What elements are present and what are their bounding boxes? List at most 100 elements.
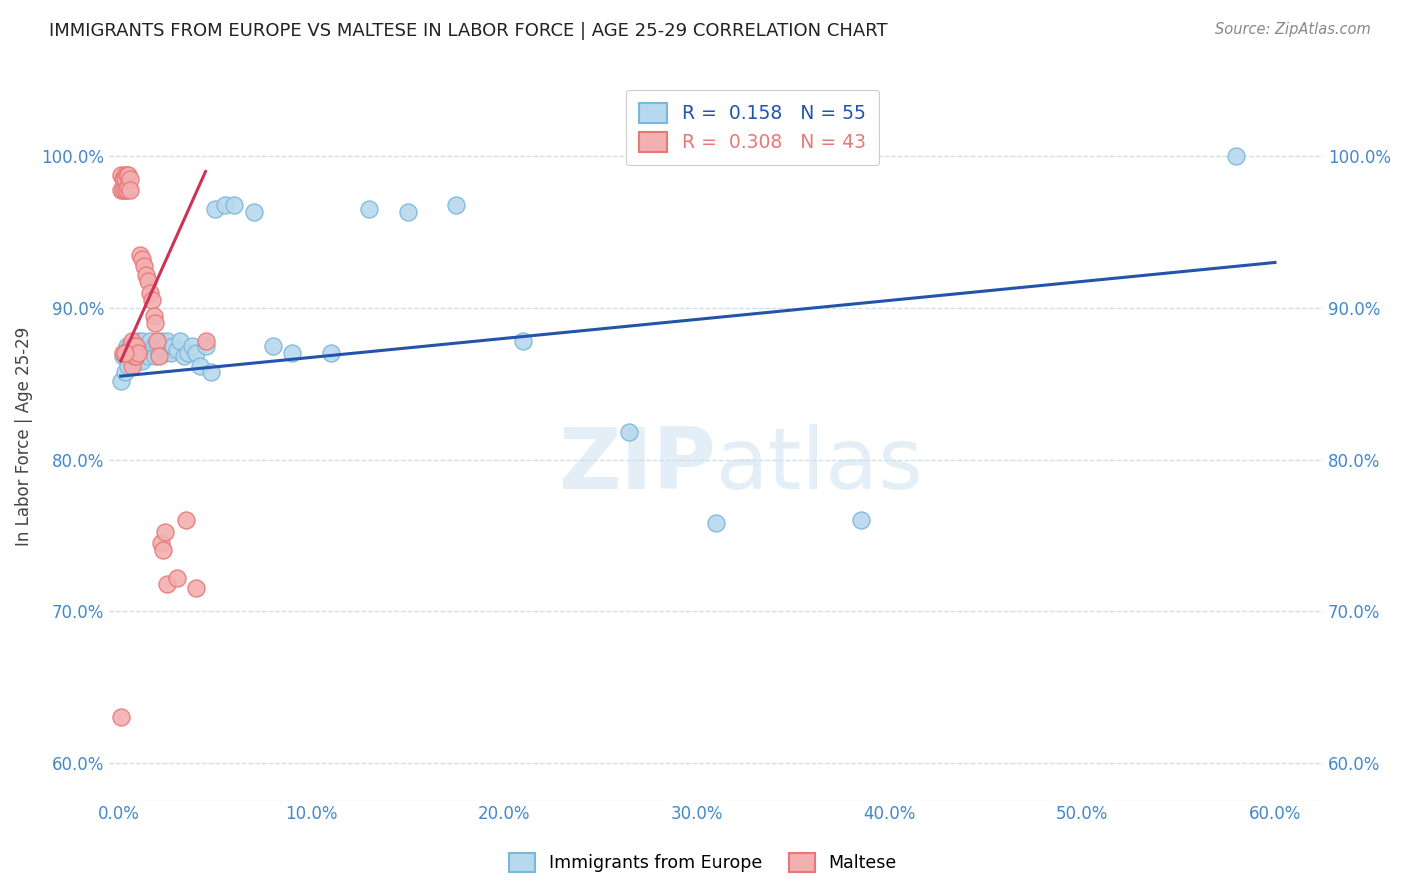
Point [127, 334, 149, 349]
Point [110, 183, 132, 197]
Point [131, 334, 153, 349]
Point [136, 274, 159, 288]
Point [111, 346, 134, 360]
Point [156, 334, 179, 349]
Point [153, 346, 176, 360]
Point [141, 293, 163, 308]
Text: ZIP: ZIP [558, 425, 716, 508]
Text: Source: ZipAtlas.com: Source: ZipAtlas.com [1215, 22, 1371, 37]
Point [704, 516, 727, 531]
Point [153, 525, 176, 540]
Text: atlas: atlas [716, 425, 924, 508]
Point [122, 350, 145, 364]
Point [224, 198, 246, 212]
Point [214, 198, 236, 212]
Legend: R =  0.158   N = 55, R =  0.308   N = 43: R = 0.158 N = 55, R = 0.308 N = 43 [626, 89, 879, 165]
Point [127, 346, 149, 360]
Point [131, 252, 153, 267]
Point [111, 350, 134, 364]
Point [132, 259, 155, 273]
Point [136, 350, 159, 364]
Point [166, 571, 188, 585]
Point [174, 513, 197, 527]
Point [122, 354, 145, 368]
Point [160, 346, 183, 360]
Point [110, 374, 132, 388]
Point [200, 365, 222, 379]
Point [142, 309, 165, 323]
Point [145, 316, 167, 330]
Point [129, 248, 152, 262]
Point [204, 202, 226, 217]
Point [138, 285, 160, 300]
Point [120, 183, 142, 197]
Point [319, 346, 342, 360]
Point [121, 359, 143, 373]
Point [117, 346, 139, 360]
Point [152, 339, 174, 353]
Point [396, 205, 419, 219]
Point [114, 168, 136, 182]
Point [121, 334, 143, 349]
Point [262, 339, 284, 353]
Point [115, 183, 138, 197]
Point [1225, 149, 1247, 163]
Point [122, 339, 145, 353]
Point [177, 346, 200, 360]
Point [184, 346, 207, 360]
Point [359, 202, 381, 217]
Point [135, 339, 157, 353]
Point [181, 339, 204, 353]
Point [166, 343, 188, 358]
Point [110, 168, 132, 182]
Point [132, 346, 155, 360]
Point [131, 354, 153, 368]
Point [111, 183, 134, 197]
Point [114, 172, 136, 186]
Point [117, 168, 139, 182]
Point [152, 543, 174, 558]
Point [114, 183, 136, 197]
Point [110, 710, 132, 724]
Point [135, 268, 157, 282]
Point [125, 346, 148, 360]
Point [120, 172, 142, 186]
Point [141, 343, 163, 358]
Point [115, 339, 138, 353]
Point [138, 334, 160, 349]
Point [122, 339, 145, 353]
Point [146, 339, 169, 353]
Point [120, 339, 142, 353]
Point [117, 359, 139, 373]
Point [114, 365, 136, 379]
Text: IMMIGRANTS FROM EUROPE VS MALTESE IN LABOR FORCE | AGE 25-29 CORRELATION CHART: IMMIGRANTS FROM EUROPE VS MALTESE IN LAB… [49, 22, 887, 40]
Point [114, 346, 136, 360]
Point [194, 339, 217, 353]
Point [849, 513, 872, 527]
Point [194, 334, 217, 349]
Point [121, 350, 143, 364]
Point [281, 346, 304, 360]
Point [111, 172, 134, 186]
Point [162, 339, 184, 353]
Point [142, 339, 165, 353]
Point [127, 354, 149, 368]
Point [148, 350, 170, 364]
Point [121, 346, 143, 360]
Point [173, 350, 195, 364]
Point [150, 536, 173, 550]
Y-axis label: In Labor Force | Age 25-29: In Labor Force | Age 25-29 [15, 327, 32, 547]
Point [129, 343, 152, 358]
Point [188, 359, 211, 373]
Point [117, 179, 139, 194]
Point [145, 350, 167, 364]
Point [146, 334, 169, 349]
Point [444, 198, 467, 212]
Legend: Immigrants from Europe, Maltese: Immigrants from Europe, Maltese [502, 846, 904, 879]
Point [184, 582, 207, 596]
Point [169, 334, 191, 349]
Point [125, 350, 148, 364]
Point [148, 346, 170, 360]
Point [619, 425, 641, 440]
Point [125, 339, 148, 353]
